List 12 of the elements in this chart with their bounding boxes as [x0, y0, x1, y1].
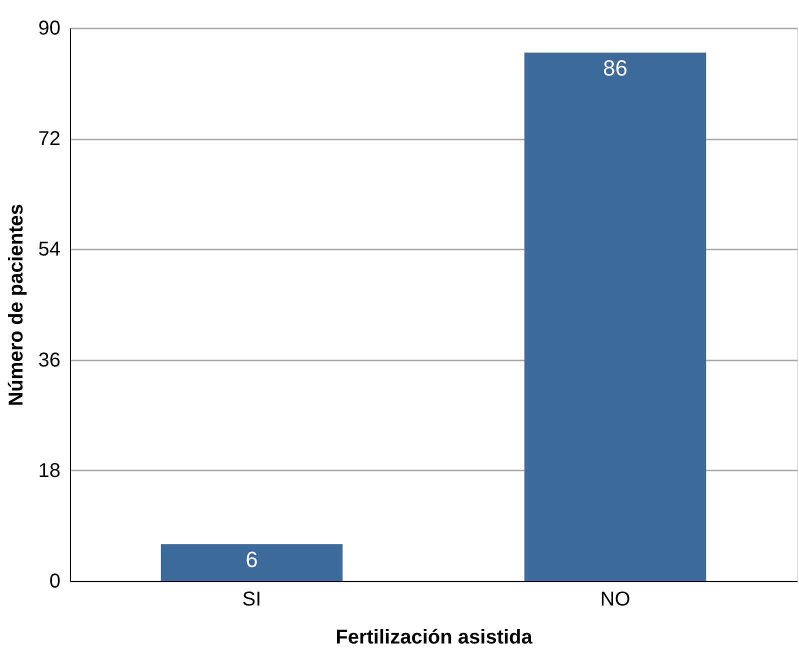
- y-tick-label: 90: [38, 18, 60, 40]
- y-tick-label: 72: [38, 128, 60, 150]
- y-tick-label: 18: [38, 460, 60, 482]
- y-tick-label: 0: [49, 570, 60, 592]
- x-axis-title: Fertilización asistida: [336, 626, 534, 648]
- x-tick-label: NO: [600, 588, 630, 610]
- y-axis-title: Número de pacientes: [5, 204, 28, 406]
- x-tick-label: SI: [242, 588, 262, 610]
- y-tick-label: 36: [38, 349, 60, 372]
- data-label: 6: [246, 547, 258, 572]
- data-label: 86: [603, 56, 628, 81]
- y-tick-label: 54: [38, 238, 60, 261]
